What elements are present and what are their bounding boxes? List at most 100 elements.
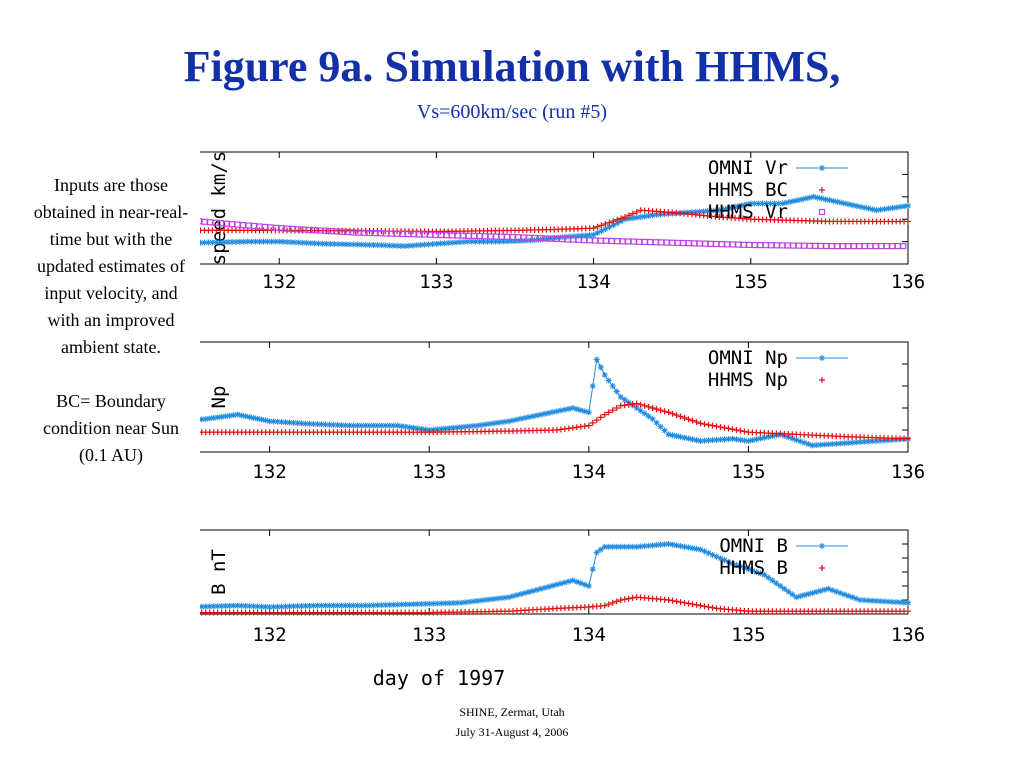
data-point-omni-np	[601, 372, 608, 378]
data-point-omni-b	[386, 601, 393, 608]
data-point-hhms-b	[693, 601, 700, 608]
data-point-omni-np	[853, 439, 860, 446]
data-point-omni-vr	[200, 239, 204, 246]
data-point-omni-b	[585, 583, 592, 589]
data-point-hhms-vr	[608, 237, 615, 245]
data-point-omni-vr	[743, 201, 750, 208]
data-point-omni-b	[861, 597, 868, 604]
footer-dates: July 31-August 4, 2006	[455, 725, 569, 739]
data-point-omni-b	[278, 603, 285, 610]
data-point-omni-np	[414, 425, 421, 432]
data-point-omni-np	[382, 422, 389, 429]
data-point-omni-vr	[515, 237, 522, 244]
data-point-omni-vr	[201, 239, 208, 246]
data-point-omni-np	[617, 394, 624, 400]
data-point-omni-b	[402, 601, 409, 608]
data-point-hhms-vr	[828, 242, 835, 250]
data-point-omni-np	[358, 422, 365, 429]
data-point-omni-np	[801, 439, 808, 446]
data-point-omni-vr	[865, 205, 872, 212]
data-point-omni-np	[837, 440, 844, 447]
data-point-omni-b	[250, 603, 257, 610]
legend-label-omni-np: OMNI Np	[708, 347, 788, 369]
data-point-omni-b	[266, 604, 273, 610]
data-point-omni-vr	[429, 241, 436, 248]
data-point-omni-vr	[508, 238, 515, 245]
data-point-omni-b	[589, 566, 596, 573]
data-point-omni-np	[402, 423, 409, 430]
data-point-omni-vr	[649, 212, 656, 219]
data-point-hhms-vr	[663, 239, 670, 246]
data-point-omni-vr	[555, 234, 562, 241]
data-point-omni-vr	[838, 199, 845, 206]
data-point-omni-b	[825, 585, 832, 592]
data-point-omni-vr	[315, 240, 322, 247]
y-axis-label: Np	[208, 386, 230, 409]
data-point-omni-b	[533, 586, 540, 593]
data-point-omni-vr	[861, 204, 868, 211]
data-point-omni-np	[506, 418, 512, 425]
data-point-omni-vr	[606, 224, 613, 231]
data-point-hhms-np	[701, 421, 708, 428]
data-point-omni-b	[697, 546, 704, 553]
data-point-omni-np	[697, 438, 704, 444]
data-point-hhms-vr	[839, 242, 846, 250]
data-point-omni-b	[673, 542, 680, 549]
data-point-omni-np	[230, 412, 237, 419]
data-point-omni-vr	[763, 200, 770, 207]
data-point-omni-np	[278, 419, 285, 426]
data-point-hhms-vr	[779, 242, 786, 249]
data-point-omni-np	[354, 422, 361, 429]
data-point-omni-b	[813, 588, 820, 595]
data-point-omni-b	[394, 601, 401, 608]
data-point-omni-np	[817, 441, 824, 448]
data-point-hhms-vr	[201, 218, 208, 225]
data-point-omni-b	[525, 588, 532, 595]
data-point-omni-vr	[476, 238, 483, 245]
side-notes: Inputs are those obtained in near-real-t…	[32, 172, 190, 496]
data-point-omni-b	[206, 603, 213, 610]
data-point-omni-b	[685, 544, 692, 551]
data-point-omni-b	[346, 602, 353, 609]
y-axis-label: speed km/s	[208, 151, 230, 265]
data-point-hhms-np	[905, 435, 911, 442]
x-tick-label: 132	[252, 624, 286, 646]
x-tick-label: 133	[419, 271, 453, 293]
data-point-omni-vr	[421, 241, 428, 248]
data-point-omni-b	[665, 541, 672, 547]
data-point-hhms-vr	[200, 218, 203, 225]
data-point-omni-b	[226, 602, 233, 609]
data-point-omni-b	[218, 603, 225, 610]
data-point-omni-np	[581, 408, 588, 415]
data-point-omni-b	[330, 602, 337, 609]
data-point-omni-b	[785, 588, 792, 595]
data-point-omni-b	[238, 602, 245, 609]
data-point-omni-vr	[472, 238, 479, 245]
data-point-omni-b	[214, 603, 221, 610]
data-point-omni-vr	[598, 227, 605, 234]
data-point-omni-b	[689, 545, 696, 552]
data-point-omni-b	[677, 543, 684, 550]
data-point-omni-vr	[221, 239, 228, 246]
data-point-omni-b	[609, 543, 616, 550]
data-point-hhms-bc	[633, 208, 640, 215]
data-point-omni-b	[681, 543, 688, 550]
data-point-omni-b	[234, 602, 241, 609]
data-point-hhms-vr	[729, 241, 736, 248]
data-point-omni-np	[438, 425, 445, 432]
data-point-hhms-np	[665, 409, 672, 416]
data-point-hhms-vr	[625, 238, 632, 245]
data-point-omni-b	[653, 542, 660, 549]
data-point-omni-b	[789, 591, 796, 598]
data-point-omni-np	[210, 414, 217, 421]
data-point-omni-np	[709, 437, 716, 444]
data-point-hhms-np	[601, 411, 608, 418]
data-point-hhms-bc	[610, 218, 617, 225]
data-point-hhms-b	[613, 598, 620, 605]
data-point-hhms-bc	[905, 218, 911, 225]
data-point-omni-vr	[382, 242, 389, 249]
data-point-omni-vr	[846, 201, 853, 208]
data-point-omni-vr	[889, 205, 896, 211]
data-point-omni-np	[641, 410, 648, 417]
data-point-hhms-vr	[410, 231, 417, 238]
